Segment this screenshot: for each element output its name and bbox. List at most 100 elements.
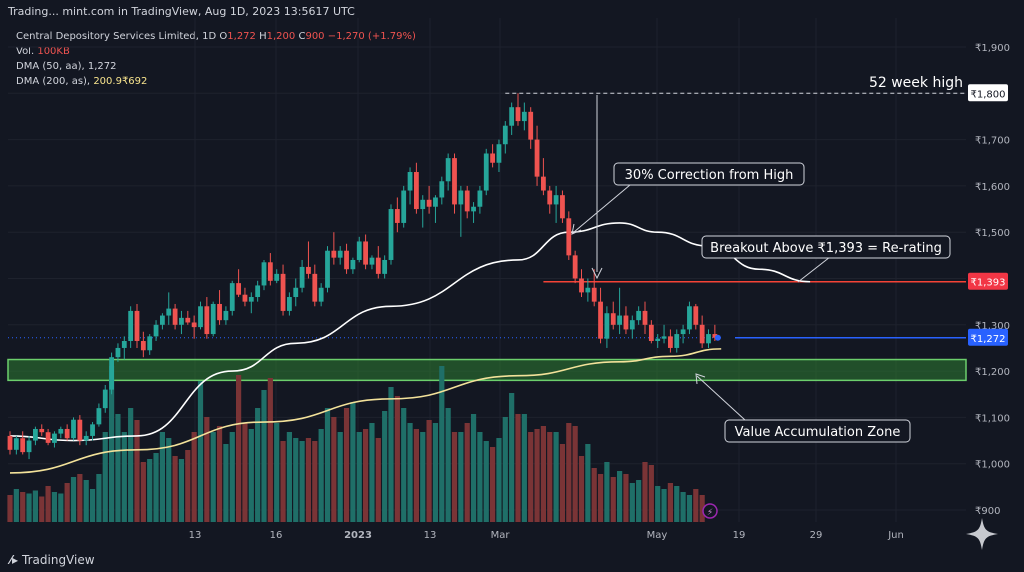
volume-bar xyxy=(64,483,70,522)
y-tick-label: ₹900 xyxy=(975,506,1000,517)
volume-bar xyxy=(274,423,280,522)
candle-body xyxy=(547,190,553,205)
candle-body xyxy=(382,259,388,274)
candle-body xyxy=(318,287,324,302)
volume-bar xyxy=(597,474,604,522)
volume-bar xyxy=(636,480,642,522)
volume-bar xyxy=(32,490,38,522)
correction-pointer xyxy=(573,184,631,233)
volume-bar xyxy=(502,417,508,522)
value-zone-pointer-head xyxy=(695,373,706,385)
volume-bar xyxy=(445,408,451,522)
sparkle-icon xyxy=(966,518,998,550)
dma50-label: DMA (50, aa), xyxy=(16,61,85,72)
candle-body xyxy=(712,334,718,338)
candle-body xyxy=(693,306,699,325)
volume-bar xyxy=(464,423,470,522)
candle-body xyxy=(407,172,413,191)
volume-label: Vol. xyxy=(16,46,35,57)
volume-bar xyxy=(159,432,165,522)
candle-body xyxy=(96,408,102,425)
legend-dma200-row[interactable]: DMA (200, as), 200.9₹692 xyxy=(16,74,416,89)
candle-body xyxy=(242,294,248,302)
y-tag-bg xyxy=(968,84,1008,102)
candle-body xyxy=(661,336,667,339)
chart-title-bar: Trading... mint.com in TradingView, Aug … xyxy=(8,5,355,18)
volume-bar xyxy=(121,432,127,522)
volume-bar xyxy=(674,486,680,522)
legend-symbol-row[interactable]: Central Depository Services Limited, 1D … xyxy=(16,29,416,44)
candle-body xyxy=(509,107,515,126)
volume-bar xyxy=(566,423,572,522)
y-tick-label: ₹1,200 xyxy=(975,367,1010,378)
volume-bar xyxy=(540,426,546,522)
x-tick-label: 13 xyxy=(189,530,202,541)
volume-bar xyxy=(229,432,235,522)
candle-body xyxy=(610,313,616,325)
candle-body xyxy=(433,197,438,207)
volume-bar xyxy=(153,453,159,522)
candle-body xyxy=(77,419,83,441)
volume-bar xyxy=(20,492,26,522)
legend-volume-row[interactable]: Vol. 100KB xyxy=(16,44,416,59)
candle-body xyxy=(414,172,419,210)
candle-body xyxy=(13,438,19,450)
volume-bar xyxy=(343,408,350,522)
volume-bar xyxy=(451,432,458,522)
symbol-name: Central Depository Services Limited, xyxy=(16,31,199,42)
candle-body xyxy=(166,308,172,316)
volume-bar xyxy=(490,447,496,522)
value-zone-label: Value Accumulation Zone xyxy=(735,425,901,440)
volume-bar xyxy=(680,492,686,522)
moving-averages xyxy=(9,222,811,474)
candle-body xyxy=(445,158,451,182)
volume-bar xyxy=(483,441,489,522)
lightning-icon: ⚡ xyxy=(707,508,713,518)
candle-body xyxy=(426,199,432,207)
legend-dma50-row[interactable]: DMA (50, aa), 1,272 xyxy=(16,59,416,74)
volume-bar xyxy=(45,486,51,522)
candle-body xyxy=(58,428,64,434)
volume-bar xyxy=(477,432,483,522)
y-tick-label: ₹1,100 xyxy=(975,413,1010,424)
candle-body xyxy=(325,250,330,288)
volume-bar xyxy=(553,432,559,522)
candle-body xyxy=(160,315,165,325)
candle-body xyxy=(52,433,57,443)
candle-body xyxy=(699,324,705,344)
volume-bar xyxy=(216,426,223,522)
candle-body xyxy=(553,195,559,205)
candle-body xyxy=(560,195,565,219)
volume-bar xyxy=(204,417,210,522)
candle-body xyxy=(45,432,51,443)
candle-body xyxy=(579,278,584,293)
volume-bar xyxy=(559,444,566,522)
volume-bar xyxy=(51,492,58,522)
candle-body xyxy=(337,250,343,258)
dma200-label: DMA (200, as), xyxy=(16,76,91,87)
volume-bar xyxy=(369,423,375,522)
candle-body xyxy=(261,262,267,286)
candle-body xyxy=(7,435,13,450)
tradingview-logo[interactable]: ⁄▸ TradingView xyxy=(10,553,95,567)
candle-body xyxy=(153,324,159,337)
candle-body xyxy=(248,297,254,302)
value-zone xyxy=(7,358,967,382)
candle-body xyxy=(394,209,400,223)
volume-bar xyxy=(648,465,654,522)
level-lines xyxy=(8,92,966,339)
candle-body xyxy=(236,283,241,295)
value-zone-label-box xyxy=(724,419,911,443)
candle-body xyxy=(617,315,622,325)
volume-bar xyxy=(420,432,426,522)
y-tick-label: ₹1,393 xyxy=(971,278,1006,289)
candle-body xyxy=(274,273,280,281)
interval: 1D xyxy=(202,31,217,42)
volume-bar xyxy=(89,489,96,522)
x-tick-label: 13 xyxy=(424,530,437,541)
candle-body xyxy=(642,310,648,325)
volume-bar xyxy=(172,456,178,522)
candle-body xyxy=(121,341,127,348)
